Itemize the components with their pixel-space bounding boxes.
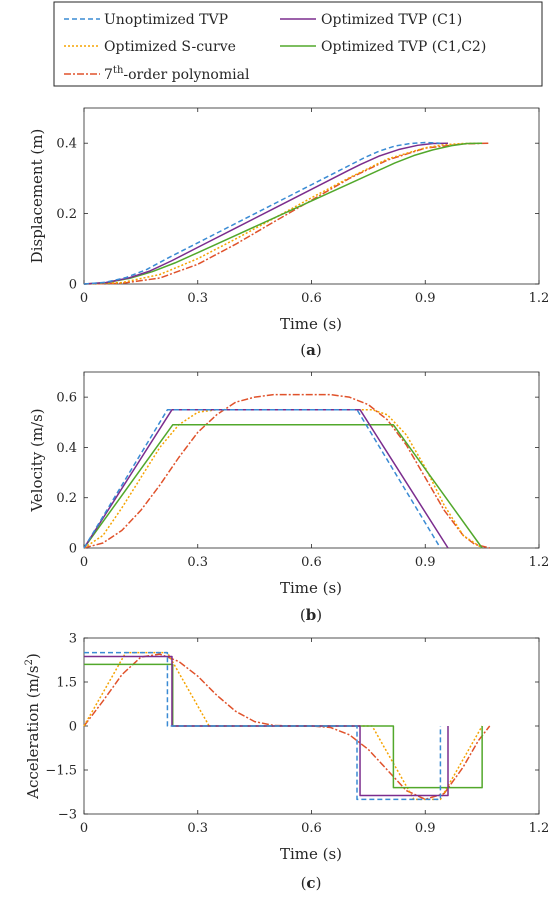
y-tick-label: 3 <box>69 632 77 647</box>
legend-label: Optimized TVP (C1,C2) <box>321 39 486 55</box>
series-line-unoptimized-tvp <box>83 408 442 549</box>
series-line-unoptimized-tvp <box>83 141 441 285</box>
legend-item-optimized-tvp-c1-c2: Optimized TVP (C1,C2) <box>280 39 486 55</box>
y-axis-label: Velocity (m/s) <box>28 408 46 512</box>
series-line-optimized-s-curve <box>83 408 483 549</box>
x-tick-label: 0 <box>80 555 88 570</box>
x-tick-label: 1.2 <box>529 555 550 570</box>
y-tick-label: 0.6 <box>56 391 77 406</box>
x-axis-label: Time (s) <box>280 579 342 597</box>
legend-label-sup: th <box>113 65 124 76</box>
x-tick-label: 0.6 <box>301 555 322 570</box>
y-tick-label: 0 <box>69 720 77 735</box>
panel-caption: (c) <box>301 874 322 892</box>
x-tick-label: 0 <box>80 821 88 836</box>
panel-caption: (a) <box>300 341 321 359</box>
plot-area <box>83 107 540 285</box>
legend-item-unoptimized-tvp: Unoptimized TVP <box>64 12 228 28</box>
series-layer <box>83 651 491 801</box>
series-line-optimized-tvp-c1 <box>84 655 449 797</box>
y-tick-label: 1.5 <box>56 676 77 691</box>
caption-letter: b <box>306 606 317 624</box>
panel-c: 0 0.3 0.6 0.9 1.2 −3 −1.5 0 1.5 3 Acceleration (m… <box>24 632 549 893</box>
series-line-optimized-tvp-c1 <box>83 142 449 285</box>
y-tick-label: 0.4 <box>56 441 77 456</box>
legend-item-optimized-s-curve: Optimized S-curve <box>64 39 236 55</box>
y-tick-label: 0.2 <box>56 491 77 506</box>
x-tick-label: 1.2 <box>529 821 550 836</box>
x-tick-label: 0.9 <box>415 821 436 836</box>
x-tick-label: 1.2 <box>529 291 550 306</box>
x-tick-label: 0.3 <box>187 291 208 306</box>
legend-item-7th-order-polynomial: 7th-order polynomial <box>64 65 250 83</box>
legend-label: 7th-order polynomial <box>104 65 250 83</box>
panel-b: 0 0.3 0.6 0.9 1.2 0 0.2 0.4 0.6 Velocity (m/s) T… <box>28 371 549 624</box>
x-axis-label: Time (s) <box>280 315 342 333</box>
x-tick-label: 0.9 <box>415 555 436 570</box>
y-axis-label: Acceleration (m/s2) <box>24 653 42 800</box>
legend-label-main: 7 <box>104 67 113 83</box>
y-tick-label: 0.2 <box>56 207 77 222</box>
x-tick-label: 0.9 <box>415 291 436 306</box>
y-tick-label: −1.5 <box>45 764 77 779</box>
caption-open: ( <box>301 874 307 892</box>
ticks: 0 0.3 0.6 0.9 1.2 0 0.2 0.4 <box>56 108 549 306</box>
panel-caption: (b) <box>300 606 322 624</box>
legend-box <box>53 1 543 87</box>
series-line-optimized-tvp-c1-c2 <box>83 142 483 285</box>
y-axis-label-end: ) <box>24 653 42 659</box>
x-tick-label: 0.6 <box>301 291 322 306</box>
legend-label-rest: -order polynomial <box>123 67 250 83</box>
x-axis-label: Time (s) <box>280 845 342 863</box>
series-line-unoptimized-tvp <box>84 651 442 801</box>
x-tick-label: 0.6 <box>301 821 322 836</box>
caption-letter: c <box>306 874 315 892</box>
caption-open: ( <box>300 341 306 359</box>
legend-label: Unoptimized TVP <box>104 12 228 28</box>
ticks: 0 0.3 0.6 0.9 1.2 −3 −1.5 0 1.5 3 <box>45 632 549 837</box>
y-axis-label-main: Acceleration (m/s <box>24 665 42 799</box>
plot-area <box>83 371 540 549</box>
legend: Unoptimized TVP Optimized TVP (C1) Optim… <box>53 1 543 87</box>
ticks: 0 0.3 0.6 0.9 1.2 0 0.2 0.4 0.6 <box>56 372 549 570</box>
caption-close: ) <box>316 606 322 624</box>
y-tick-label: −3 <box>58 808 77 823</box>
legend-label: Optimized S-curve <box>104 39 236 55</box>
y-axis-label-sup: 2 <box>24 659 35 665</box>
y-tick-label: 0 <box>69 542 77 557</box>
x-tick-label: 0.3 <box>187 555 208 570</box>
y-axis-label: Displacement (m) <box>28 129 46 264</box>
legend-item-optimized-tvp-c1: Optimized TVP (C1) <box>280 12 462 28</box>
y-tick-label: 0 <box>69 278 77 293</box>
series-layer <box>83 141 490 285</box>
x-tick-label: 0.3 <box>187 821 208 836</box>
caption-open: ( <box>300 606 306 624</box>
series-line-optimized-tvp-c1-c2 <box>83 424 483 549</box>
series-line-optimized-tvp-c1-c2 <box>84 663 483 789</box>
series-layer <box>83 393 490 549</box>
y-tick-label: 0.4 <box>56 137 77 152</box>
legend-label: Optimized TVP (C1) <box>321 12 462 28</box>
series-line-optimized-s-curve <box>83 142 483 285</box>
caption-letter: a <box>306 341 316 359</box>
series-line-7th-order-polynomial <box>83 393 490 549</box>
panel-a: 0 0.3 0.6 0.9 1.2 0 0.2 0.4 Displacement (m) Ti… <box>28 107 549 359</box>
x-tick-label: 0 <box>80 291 88 306</box>
caption-close: ) <box>316 874 322 892</box>
caption-close: ) <box>316 341 322 359</box>
